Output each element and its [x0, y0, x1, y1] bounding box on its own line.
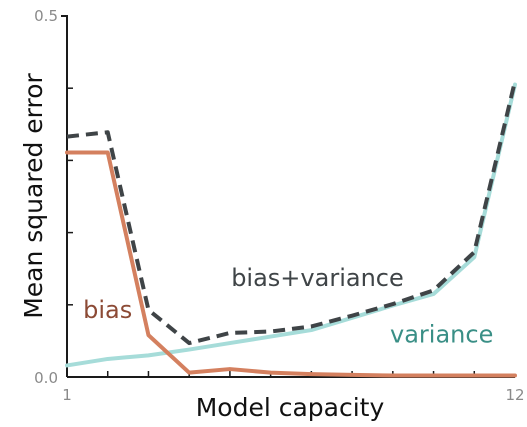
- series-line-variance: [65, 82, 517, 368]
- series-line-bias: [65, 150, 517, 378]
- x-tick-label-right: 12: [505, 386, 524, 404]
- series-line-bias-plus-variance: [66, 80, 517, 346]
- series-label-bias-plus-variance: bias+variance: [231, 264, 404, 292]
- y-tick-label-top: 0.5: [34, 7, 58, 25]
- y-axis-title: Mean squared error: [19, 72, 48, 318]
- series-label-bias: bias: [83, 296, 132, 324]
- y-tick-label-bottom: 0.0: [34, 369, 58, 387]
- x-axis-title: Model capacity: [196, 393, 385, 422]
- series-label-variance: variance: [390, 320, 493, 348]
- x-tick-label-left: 1: [62, 386, 72, 404]
